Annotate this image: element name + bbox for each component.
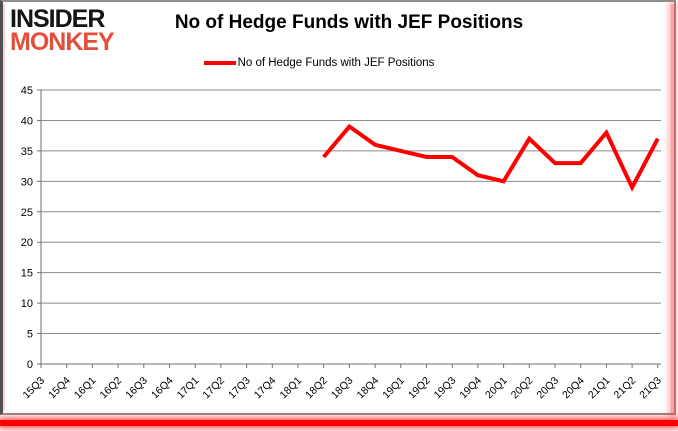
series-line: [322, 123, 660, 192]
y-tick-label: 45: [21, 85, 33, 97]
y-tick-label: 5: [27, 329, 33, 341]
y-tick-label: 25: [21, 207, 33, 219]
left-red-glow: [3, 4, 5, 411]
x-tick-label: 18Q4: [355, 375, 382, 402]
y-tick-label: 15: [21, 268, 33, 280]
x-tick-label: 15Q3: [20, 375, 47, 402]
x-tick-label: 20Q1: [483, 375, 510, 402]
legend-label: No of Hedge Funds with JEF Positions: [237, 57, 435, 69]
x-tick-label: 17Q2: [200, 375, 227, 402]
x-tick-label: 21Q3: [637, 375, 664, 402]
logo-line-insider: INSIDER: [10, 5, 105, 33]
x-tick-label: 21Q1: [586, 375, 613, 402]
y-tick-label: 35: [21, 146, 33, 158]
x-tick-label: 19Q2: [406, 375, 433, 402]
x-tick-label: 19Q3: [432, 375, 459, 402]
x-tick-label: 17Q1: [175, 375, 202, 402]
chart-title: No of Hedge Funds with JEF Positions: [174, 12, 524, 33]
y-tick-label: 0: [27, 359, 33, 371]
insider-monkey-logo: INSIDER MONKEY: [10, 5, 140, 56]
x-tick-label: 21Q2: [612, 375, 639, 402]
y-tick-label: 30: [21, 176, 33, 188]
x-tick-label: 16Q1: [72, 375, 99, 402]
x-tick-label: 18Q1: [277, 375, 304, 402]
x-tick-label: 20Q2: [509, 375, 536, 402]
right-red-glow: [671, 4, 674, 415]
x-tick-label: 17Q3: [226, 375, 253, 402]
x-tick-label: 16Q3: [123, 375, 150, 402]
y-tick-label: 40: [21, 115, 33, 127]
y-tick-label: 10: [21, 298, 33, 310]
y-tick-label: 20: [21, 237, 33, 249]
x-tick-label: 16Q4: [149, 375, 176, 402]
x-tick-label: 15Q4: [46, 375, 73, 402]
legend: No of Hedge Funds with JEF Positions: [0, 55, 638, 71]
x-tick-label: 17Q4: [252, 375, 279, 402]
logo-line-monkey: MONKEY: [10, 28, 115, 56]
x-tick-label: 18Q2: [303, 375, 330, 402]
x-tick-label: 19Q1: [380, 375, 407, 402]
bottom-red-bar: [0, 420, 678, 426]
chart-frame: [0, 0, 676, 415]
x-tick-label: 20Q4: [560, 375, 587, 402]
x-tick-label: 20Q3: [534, 375, 561, 402]
x-tick-label: 18Q3: [329, 375, 356, 402]
legend-line-marker: [203, 61, 236, 65]
x-tick-label: 19Q4: [457, 375, 484, 402]
x-tick-label: 16Q2: [98, 375, 125, 402]
